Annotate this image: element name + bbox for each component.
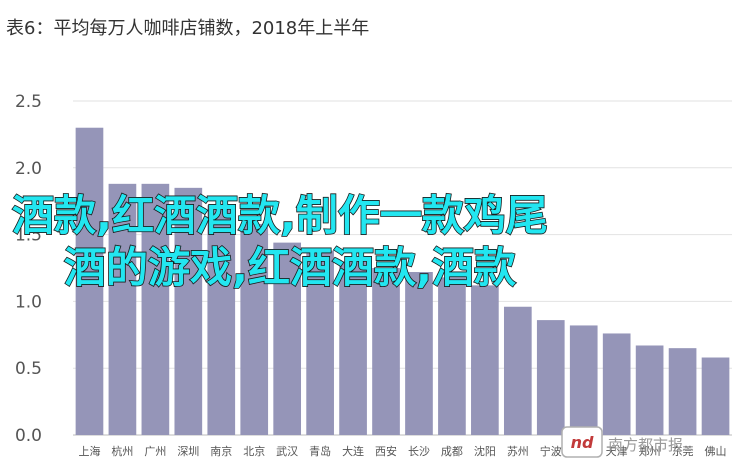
x-tick-label: 苏州 (507, 445, 529, 458)
bar-青岛 (306, 250, 334, 435)
bar-长沙 (405, 272, 433, 435)
bars (75, 127, 730, 435)
overlay-text-line-2: 酒的游戏,红酒酒款,酒款 (64, 243, 516, 292)
x-tick-label: 上海 (78, 444, 100, 458)
x-axis-ticks: 上海杭州广州深圳南京北京武汉青岛大连西安长沙成都沈阳苏州宁波重庆天津郑州东莞佛山 (78, 444, 726, 458)
bar-上海 (75, 127, 104, 435)
watermark-text: 南方都市报 (608, 436, 683, 454)
bar-天津 (602, 333, 631, 435)
overlay-text-block: 酒款,红酒酒款,制作一款鸡尾 酒的游戏,红酒酒款,酒款 (11, 190, 549, 293)
x-tick-label: 长沙 (408, 445, 430, 458)
bar-西安 (372, 268, 400, 435)
y-tick-label: 1.0 (15, 292, 42, 312)
x-tick-label: 深圳 (177, 445, 199, 458)
y-tick-label: 2.5 (15, 92, 42, 112)
bar-苏州 (503, 306, 532, 435)
overlay-text-line-1: 酒款,红酒酒款,制作一款鸡尾 (12, 191, 548, 240)
chart-title: 表6：平均每万人咖啡店铺数，2018年上半年 (6, 18, 369, 39)
bar-杭州 (108, 183, 137, 435)
x-tick-label: 大连 (342, 444, 364, 458)
x-tick-label: 成都 (441, 445, 463, 458)
x-tick-label: 杭州 (111, 444, 133, 458)
x-tick-label: 东莞 (672, 445, 694, 458)
bar-南京 (207, 205, 236, 435)
bar-深圳 (174, 187, 203, 435)
x-tick-label: 广州 (144, 445, 166, 458)
bar-东莞 (668, 348, 697, 435)
bar-郑州 (635, 345, 664, 435)
x-tick-label: 南京 (210, 444, 232, 458)
bar-北京 (240, 223, 269, 435)
x-tick-label: 青岛 (309, 444, 331, 458)
x-tick-label: 北京 (243, 444, 265, 458)
bar-广州 (141, 183, 170, 435)
bar-宁波 (536, 320, 565, 435)
watermark: nd 南方都市报 (561, 426, 683, 458)
bar-武汉 (273, 242, 302, 435)
x-tick-label: 佛山 (705, 445, 727, 458)
x-tick-label: 西安 (375, 444, 397, 458)
y-tick-label: 2.0 (15, 159, 42, 179)
bar-大连 (339, 261, 367, 435)
svg-text:nd: nd (571, 433, 594, 452)
x-tick-label: 武汉 (276, 445, 298, 458)
bar-沈阳 (471, 285, 499, 435)
x-tick-label: 沈阳 (474, 444, 496, 458)
y-axis-ticks: 0.0 0.5 1.0 1.5 2.0 2.5 (15, 92, 42, 446)
y-tick-label: 0.0 (15, 426, 42, 446)
watermark-logo-icon: nd (561, 426, 603, 458)
y-tick-label: 0.5 (15, 359, 42, 379)
bar-佛山 (701, 357, 730, 435)
bar-重庆 (569, 325, 598, 435)
y-tick-label: 1.5 (15, 226, 42, 246)
x-tick-label: 郑州 (639, 444, 661, 458)
bar-成都 (438, 277, 466, 435)
x-tick-label: 宁波 (540, 444, 562, 458)
x-tick-label: 天津 (606, 445, 628, 458)
